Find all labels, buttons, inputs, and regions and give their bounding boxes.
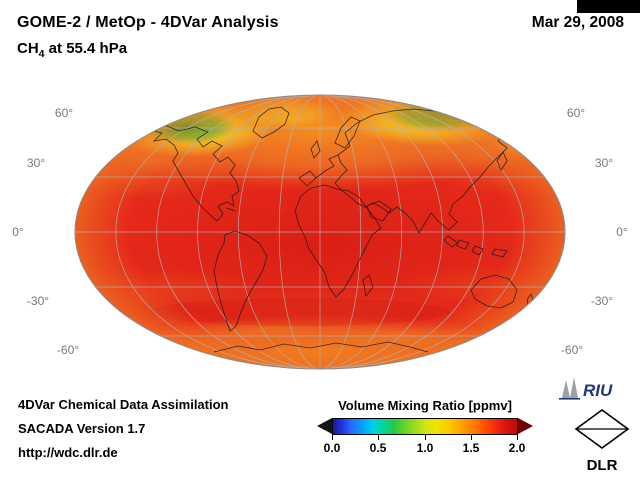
latitude-label: 30° — [27, 156, 45, 170]
latitude-label: -30° — [27, 294, 49, 308]
colorbar-title: Volume Mixing Ratio [ppmv] — [338, 398, 512, 413]
latitude-label: 30° — [595, 156, 613, 170]
latitude-label: 0° — [616, 225, 628, 239]
colorbar-tick — [471, 435, 472, 440]
latitude-label: 0° — [12, 225, 24, 239]
riu-logo-text: RIU — [583, 381, 613, 400]
dlr-logo-text: DLR — [586, 457, 618, 474]
page-subtitle: CH4 at 55.4 hPa — [17, 40, 127, 60]
dlr-logo-graphic — [574, 409, 630, 449]
riu-logo-graphic: RIU — [559, 377, 613, 400]
species-label: CH — [17, 40, 39, 57]
colorbar-tick-label: 1.0 — [416, 441, 434, 455]
top-right-black-bar — [577, 0, 640, 13]
latitude-label: 60° — [567, 106, 585, 120]
map-outline — [74, 94, 566, 370]
colorbar-tick — [378, 435, 379, 440]
species-subscript: 4 — [38, 48, 45, 60]
footer-line-version: SACADA Version 1.7 — [18, 421, 146, 436]
analysis-date: Mar 29, 2008 — [531, 14, 624, 31]
footer-line-url: http://wdc.dlr.de — [18, 445, 118, 460]
level-label: at 55.4 hPa — [44, 40, 128, 57]
footer-line-assimilation: 4DVar Chemical Data Assimilation — [18, 397, 229, 412]
cathedral-icon — [562, 380, 570, 398]
riu-logo: RIU — [558, 376, 632, 404]
colorbar-left-arrow — [317, 418, 332, 434]
latitude-label: 60° — [55, 106, 73, 120]
latitude-labels: 60° 30° 0° -30° -60° 60° 30° 0° -30° -60… — [12, 106, 628, 357]
colorbar-tick — [425, 435, 426, 440]
page-title: GOME-2 / MetOp - 4DVar Analysis — [17, 14, 279, 31]
colorbar-tick-label: 0.5 — [369, 441, 387, 455]
dlr-logo: DLR — [574, 408, 630, 474]
latitude-label: -60° — [561, 343, 583, 357]
colorbar-tick — [332, 435, 333, 440]
dlr-emblem — [574, 409, 630, 449]
colorbar-tick — [517, 435, 518, 440]
coastlines — [121, 106, 535, 353]
cathedral-icon — [570, 377, 578, 398]
latitude-label: -60° — [57, 343, 79, 357]
colorbar-tick-label: 1.5 — [462, 441, 480, 455]
riu-underline — [559, 398, 580, 400]
colorbar-right-arrow — [518, 418, 533, 434]
colorbar-tick-label: 2.0 — [508, 441, 526, 455]
methane-field — [75, 95, 565, 369]
latitude-label: -30° — [591, 294, 613, 308]
colorbar-tick-label: 0.0 — [323, 441, 341, 455]
colorbar-gradient — [332, 418, 518, 435]
